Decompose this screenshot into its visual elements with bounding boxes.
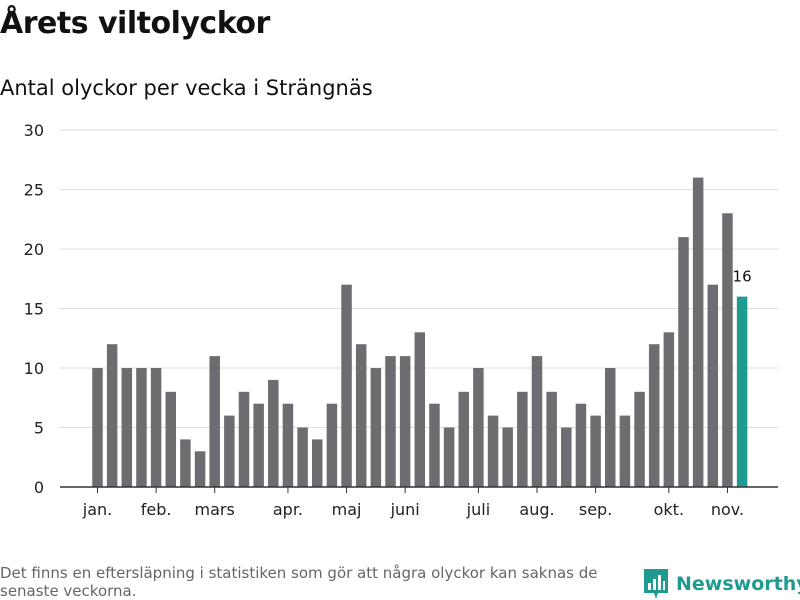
x-tick-label: mars bbox=[195, 500, 235, 519]
bar bbox=[165, 391, 176, 487]
brand-logo[interactable]: Newsworthy bbox=[644, 568, 800, 600]
bar-value-label: 16 bbox=[733, 268, 752, 286]
bar bbox=[194, 451, 206, 487]
bar bbox=[605, 368, 616, 487]
bar bbox=[458, 391, 469, 487]
bar bbox=[634, 391, 645, 487]
x-tick-label: nov. bbox=[711, 500, 744, 519]
bar bbox=[575, 403, 587, 487]
bar bbox=[722, 213, 733, 488]
bar bbox=[268, 379, 279, 487]
bar bbox=[531, 356, 543, 487]
bar bbox=[517, 391, 528, 487]
x-tick-label: feb. bbox=[141, 500, 172, 519]
bar bbox=[136, 368, 147, 487]
y-tick-label: 15 bbox=[24, 300, 44, 319]
y-tick-label: 25 bbox=[24, 181, 44, 200]
bar bbox=[297, 427, 308, 487]
bar bbox=[590, 415, 601, 487]
bar bbox=[150, 368, 162, 487]
bar bbox=[443, 427, 455, 487]
x-tick-label: apr. bbox=[273, 500, 303, 519]
bar bbox=[648, 344, 660, 487]
y-tick-label: 0 bbox=[34, 478, 44, 497]
bar bbox=[106, 344, 118, 487]
bar bbox=[238, 391, 250, 487]
bar bbox=[121, 368, 133, 487]
bar bbox=[326, 403, 338, 487]
x-tick-label: aug. bbox=[519, 500, 554, 519]
y-tick-label: 20 bbox=[24, 240, 44, 259]
x-tick-label: sep. bbox=[579, 500, 612, 519]
y-tick-label: 10 bbox=[24, 359, 44, 378]
brand-name: Newsworthy bbox=[676, 573, 800, 595]
chart-subtitle: Antal olyckor per vecka i Strängnäs bbox=[0, 76, 373, 100]
bar bbox=[341, 284, 352, 487]
bar bbox=[502, 427, 513, 487]
bar bbox=[678, 237, 689, 487]
footnote: Det finns en eftersläpning i statistiken… bbox=[0, 564, 598, 600]
x-tick-label: okt. bbox=[654, 500, 684, 519]
bar bbox=[414, 332, 426, 487]
x-tick-label: juni bbox=[390, 500, 420, 519]
bar bbox=[253, 403, 264, 487]
bar bbox=[692, 177, 704, 487]
x-tick-label: maj bbox=[332, 500, 362, 519]
bar bbox=[355, 344, 367, 487]
bar bbox=[312, 439, 323, 487]
bar bbox=[663, 332, 675, 487]
bar bbox=[370, 368, 382, 487]
bar-chart: 0 5 10 15 20 25 30 16 jan. feb. mars apr. maj juni jul… bbox=[24, 121, 778, 519]
bar bbox=[399, 356, 411, 487]
x-tick-label: jan. bbox=[82, 500, 112, 519]
bar bbox=[707, 284, 719, 487]
y-tick-label: 30 bbox=[24, 121, 44, 140]
bar bbox=[385, 356, 396, 487]
bar bbox=[282, 403, 294, 487]
bar bbox=[92, 368, 103, 487]
bar bbox=[473, 368, 484, 487]
bar bbox=[619, 415, 631, 487]
bar bbox=[561, 427, 572, 487]
chart-title: Årets viltolyckor bbox=[0, 6, 270, 41]
bar-chart-logo-icon bbox=[644, 569, 668, 599]
bar-highlight bbox=[736, 296, 748, 487]
x-tick-label: juli bbox=[466, 500, 490, 519]
bar bbox=[429, 403, 440, 487]
y-tick-label: 5 bbox=[34, 419, 44, 438]
bar bbox=[224, 415, 235, 487]
bar bbox=[546, 391, 557, 487]
bar bbox=[487, 415, 499, 487]
bar bbox=[209, 356, 220, 487]
bar bbox=[180, 439, 191, 487]
